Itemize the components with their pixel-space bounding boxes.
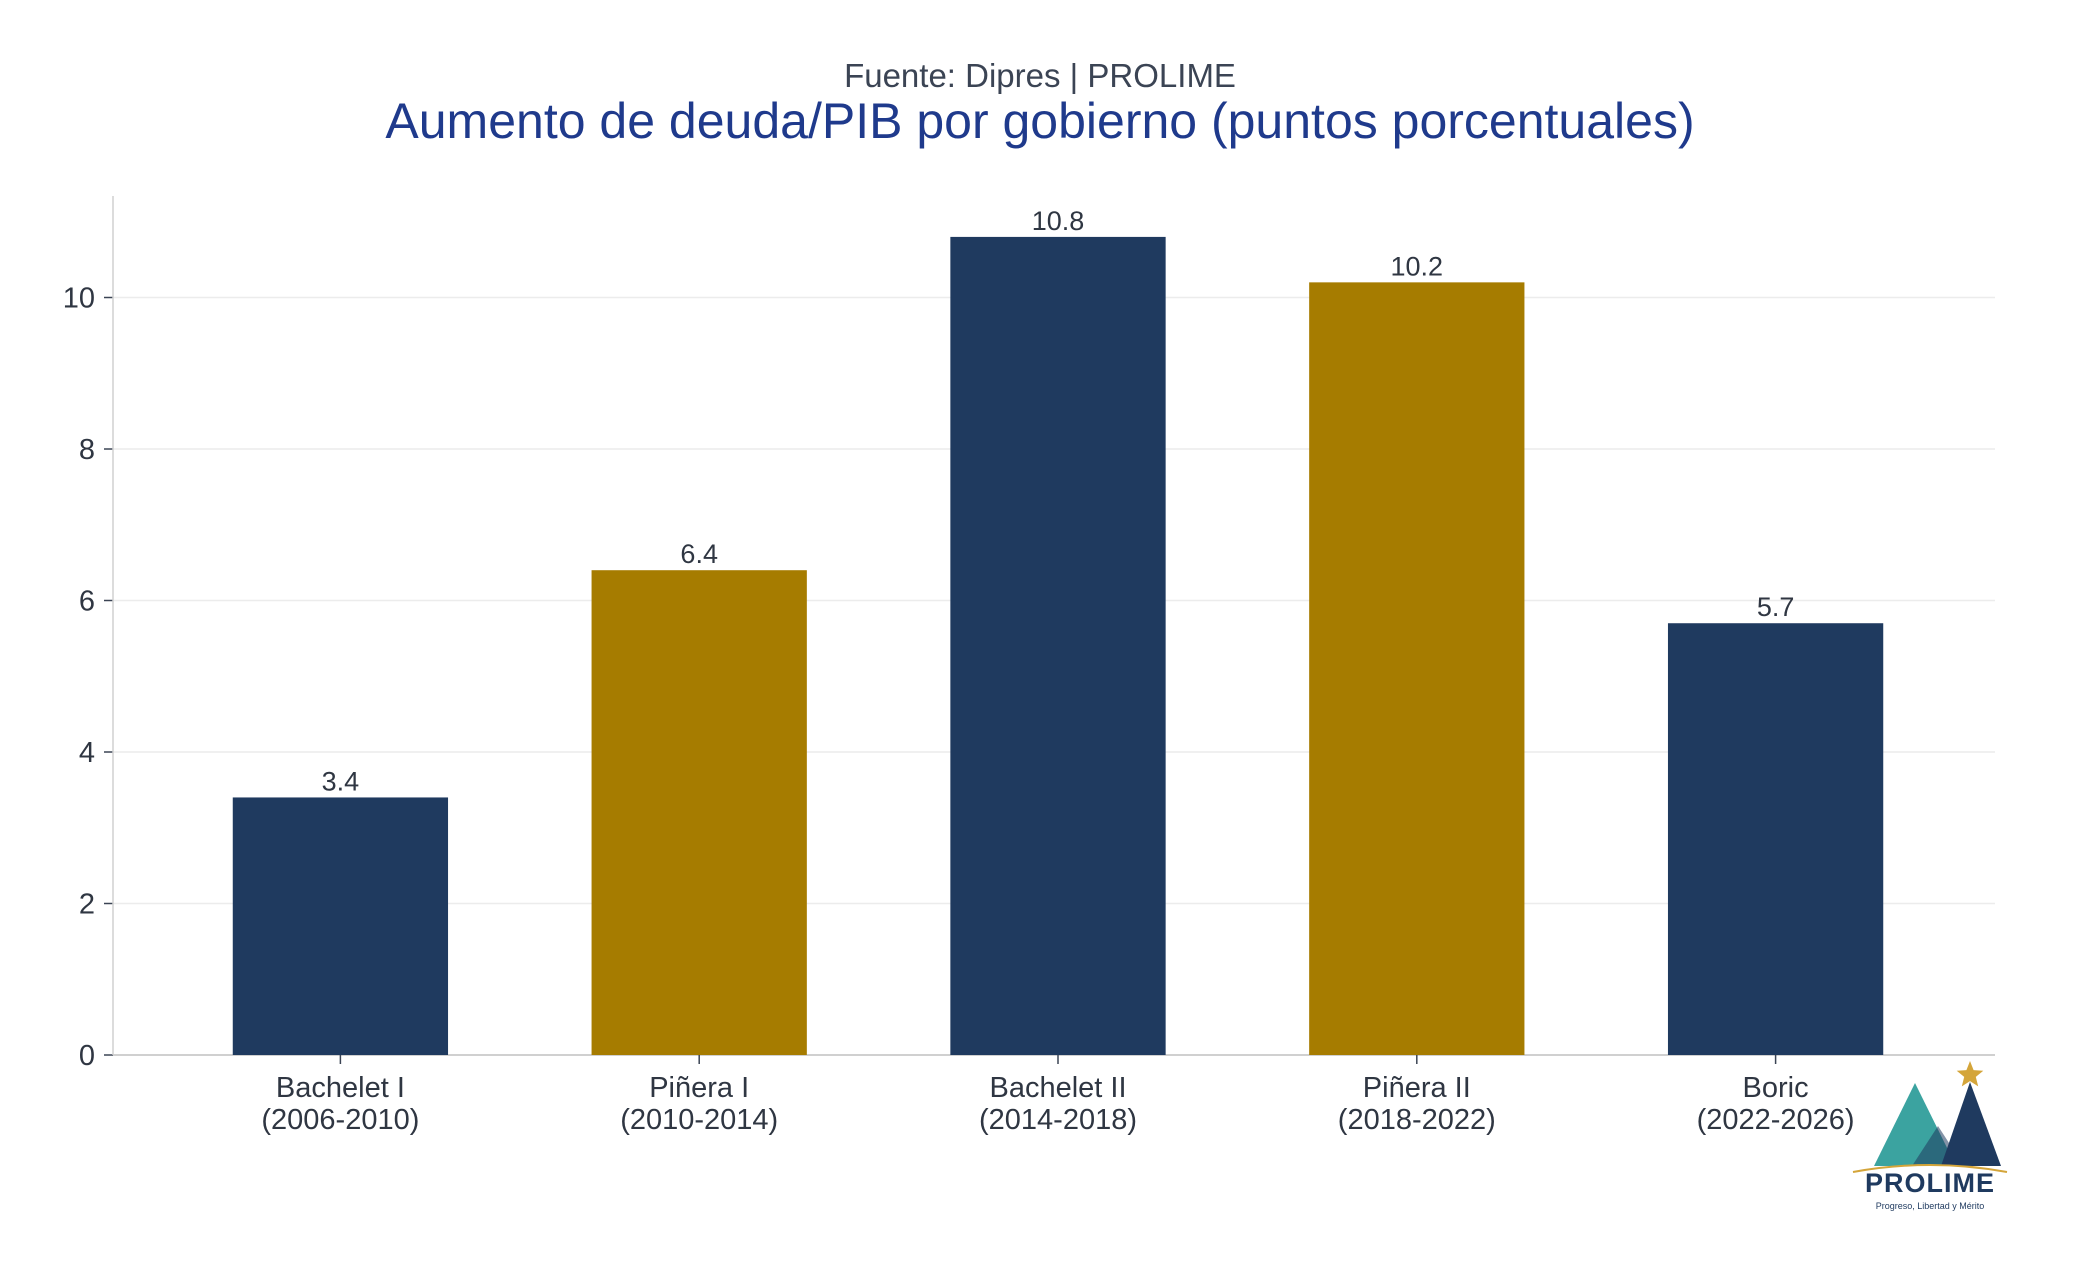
logo-tagline: Progreso, Libertad y Mérito	[1876, 1201, 1985, 1211]
bar-value-label: 10.8	[1032, 206, 1085, 236]
chart-title: Aumento de deuda/PIB por gobierno (punto…	[385, 93, 1694, 149]
bar	[232, 797, 449, 1055]
bar	[591, 570, 807, 1055]
x-tick-label: Bachelet II	[989, 1072, 1126, 1104]
y-tick-label: 4	[79, 737, 95, 769]
bar-value-label: 10.2	[1391, 251, 1444, 281]
x-tick-label: Piñera I	[649, 1072, 749, 1104]
x-tick-label-period: (2022-2026)	[1697, 1104, 1855, 1136]
y-tick-label: 0	[79, 1040, 95, 1072]
bar-value-label: 6.4	[680, 539, 718, 569]
y-tick-label: 8	[79, 434, 95, 466]
logo-name: PROLIME	[1865, 1168, 1995, 1198]
y-tick-label: 10	[63, 283, 95, 315]
bars	[232, 236, 1884, 1055]
x-tick-label-period: (2006-2010)	[261, 1104, 419, 1136]
bar-value-label: 3.4	[322, 766, 360, 796]
y-tick-label: 6	[79, 586, 95, 618]
bar	[950, 236, 1166, 1055]
x-tick-label-period: (2014-2018)	[979, 1104, 1137, 1136]
bar	[1309, 282, 1525, 1055]
x-tick-label-period: (2018-2022)	[1338, 1104, 1496, 1136]
x-tick-label: Boric	[1743, 1072, 1809, 1104]
labels: 0 2 4 6 8 10 3.4 Bachelet I(2006-2010) 6.4 Piñera…	[63, 206, 1855, 1136]
logo-navy-mountain-icon	[1941, 1082, 2001, 1166]
x-tick-label: Bachelet I	[276, 1072, 405, 1104]
x-tick-label: Piñera II	[1363, 1072, 1471, 1104]
prolime-logo: PROLIME Progreso, Libertad y Mérito	[1852, 1061, 2008, 1211]
bar-value-label: 5.7	[1757, 592, 1795, 622]
bar	[1667, 623, 1884, 1055]
x-tick-label-period: (2010-2014)	[620, 1104, 778, 1136]
logo-arc-icon	[1852, 1164, 2008, 1173]
y-tick-label: 2	[79, 889, 95, 921]
chart-subtitle: Fuente: Dipres | PROLIME	[844, 57, 1236, 94]
star-icon	[1956, 1061, 1984, 1087]
